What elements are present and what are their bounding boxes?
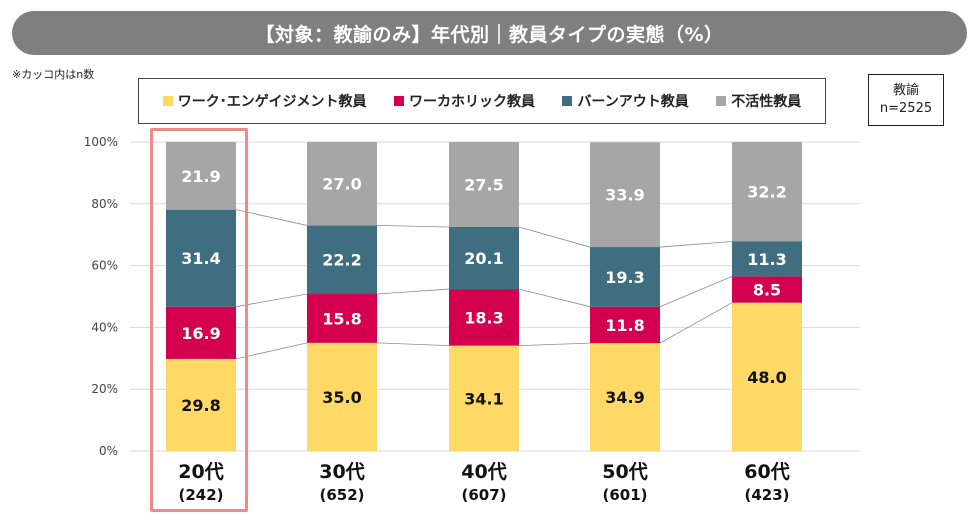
series-connector-line — [659, 276, 733, 308]
series-connector-line — [376, 288, 450, 295]
series-connector-line — [659, 241, 733, 248]
data-label: 20.1 — [464, 249, 503, 268]
series-connector-line — [376, 342, 450, 347]
data-label: 33.9 — [605, 186, 644, 205]
category-name: 40代 — [461, 461, 507, 483]
legend-item-inactive: 不活性教員 — [716, 91, 801, 111]
legend-swatch-inactive — [716, 96, 727, 106]
bar-segment — [307, 225, 377, 295]
bar-segment — [449, 289, 519, 346]
data-label: 27.0 — [322, 175, 361, 194]
bar-segment — [166, 358, 236, 451]
data-label: 21.9 — [181, 167, 220, 186]
series-connector-line — [518, 342, 591, 347]
category-count: (607) — [461, 486, 507, 504]
chart-title: 【対象：教諭のみ】年代別｜教員タイプの実態（%） — [255, 23, 724, 46]
bar-segment — [590, 142, 660, 248]
legend-label-workaholic: ワーカホリック教員 — [408, 94, 535, 110]
legend-swatch-engagement — [162, 96, 173, 106]
highlight-20s-frame — [150, 128, 248, 512]
data-label: 11.8 — [605, 316, 644, 335]
chart-title-bar: 【対象：教諭のみ】年代別｜教員タイプの実態（%） — [12, 11, 967, 55]
bar-segment — [166, 306, 236, 359]
bar-segment — [449, 345, 519, 451]
bar-segment — [307, 142, 377, 226]
series-connector-line — [518, 288, 591, 308]
legend-item-engagement: ワーク･エンゲイジメント教員 — [162, 91, 367, 111]
data-label: 31.4 — [181, 249, 220, 268]
data-label: 27.5 — [464, 175, 503, 194]
legend-item-workaholic: ワーカホリック教員 — [393, 91, 535, 111]
sample-group-label: 教諭 — [892, 83, 919, 99]
y-tick-label: 80% — [91, 197, 118, 211]
bar-segment — [732, 142, 802, 242]
bar-segment — [590, 247, 660, 307]
sample-size-box: 教諭 n=2525 — [868, 74, 944, 126]
category-name: 50代 — [602, 461, 648, 483]
data-label: 16.9 — [181, 324, 220, 343]
bar-segment — [732, 302, 802, 451]
bar-segment — [732, 276, 802, 303]
data-label: 35.0 — [322, 388, 361, 407]
y-tick-label: 40% — [91, 320, 118, 334]
category-name: 20代 — [178, 461, 224, 483]
y-tick-label: 60% — [91, 259, 118, 273]
bar-segment — [307, 342, 377, 451]
bar-segment — [732, 241, 802, 277]
y-tick-label: 20% — [91, 382, 118, 396]
legend-swatch-workaholic — [393, 96, 404, 106]
data-label: 15.8 — [322, 309, 361, 328]
category-label: 20代 (242) — [141, 457, 261, 504]
bar-segment — [307, 294, 377, 343]
sample-n-label: n=2525 — [879, 101, 933, 116]
category-label: 30代 (652) — [282, 457, 402, 504]
legend-label-engagement: ワーク･エンゲイジメント教員 — [177, 94, 367, 110]
series-connector-line — [518, 226, 591, 248]
data-label: 22.2 — [322, 251, 361, 270]
category-label: 60代 (423) — [707, 457, 827, 504]
category-label: 50代 (601) — [565, 457, 685, 504]
category-count: (652) — [319, 486, 365, 504]
category-count: (601) — [602, 486, 648, 504]
category-name: 60代 — [744, 461, 790, 483]
legend-label-burnout: バーンアウト教員 — [577, 94, 689, 110]
data-label: 34.1 — [464, 389, 503, 408]
data-label: 8.5 — [753, 281, 781, 300]
legend-swatch-burnout — [562, 96, 573, 106]
chart-legend: ワーク･エンゲイジメント教員 ワーカホリック教員 バーンアウト教員 不活性教員 — [138, 78, 826, 124]
data-label: 18.3 — [464, 308, 503, 327]
data-label: 48.0 — [747, 368, 786, 387]
bar-segment — [590, 306, 660, 344]
data-label: 32.2 — [747, 183, 786, 202]
bar-segment — [449, 226, 519, 290]
bar-segment — [166, 209, 236, 307]
y-tick-label: 100% — [84, 135, 118, 149]
data-label: 29.8 — [181, 396, 220, 415]
legend-item-burnout: バーンアウト教員 — [562, 91, 689, 111]
sample-size-note: ※カッコ内はn数 — [12, 68, 95, 81]
data-label: 11.3 — [747, 250, 786, 269]
category-label: 40代 (607) — [424, 457, 544, 504]
bar-segment — [166, 142, 236, 210]
category-count: (242) — [178, 486, 224, 504]
series-connector-line — [376, 225, 450, 228]
bar-segment — [590, 343, 660, 451]
data-label: 19.3 — [605, 268, 644, 287]
bar-segment — [449, 142, 519, 227]
legend-label-inactive: 不活性教員 — [731, 94, 802, 110]
category-name: 30代 — [319, 461, 365, 483]
series-connector-line — [659, 302, 733, 344]
category-count: (423) — [744, 486, 790, 504]
y-tick-label: 0% — [99, 444, 118, 458]
data-label: 34.9 — [605, 388, 644, 407]
